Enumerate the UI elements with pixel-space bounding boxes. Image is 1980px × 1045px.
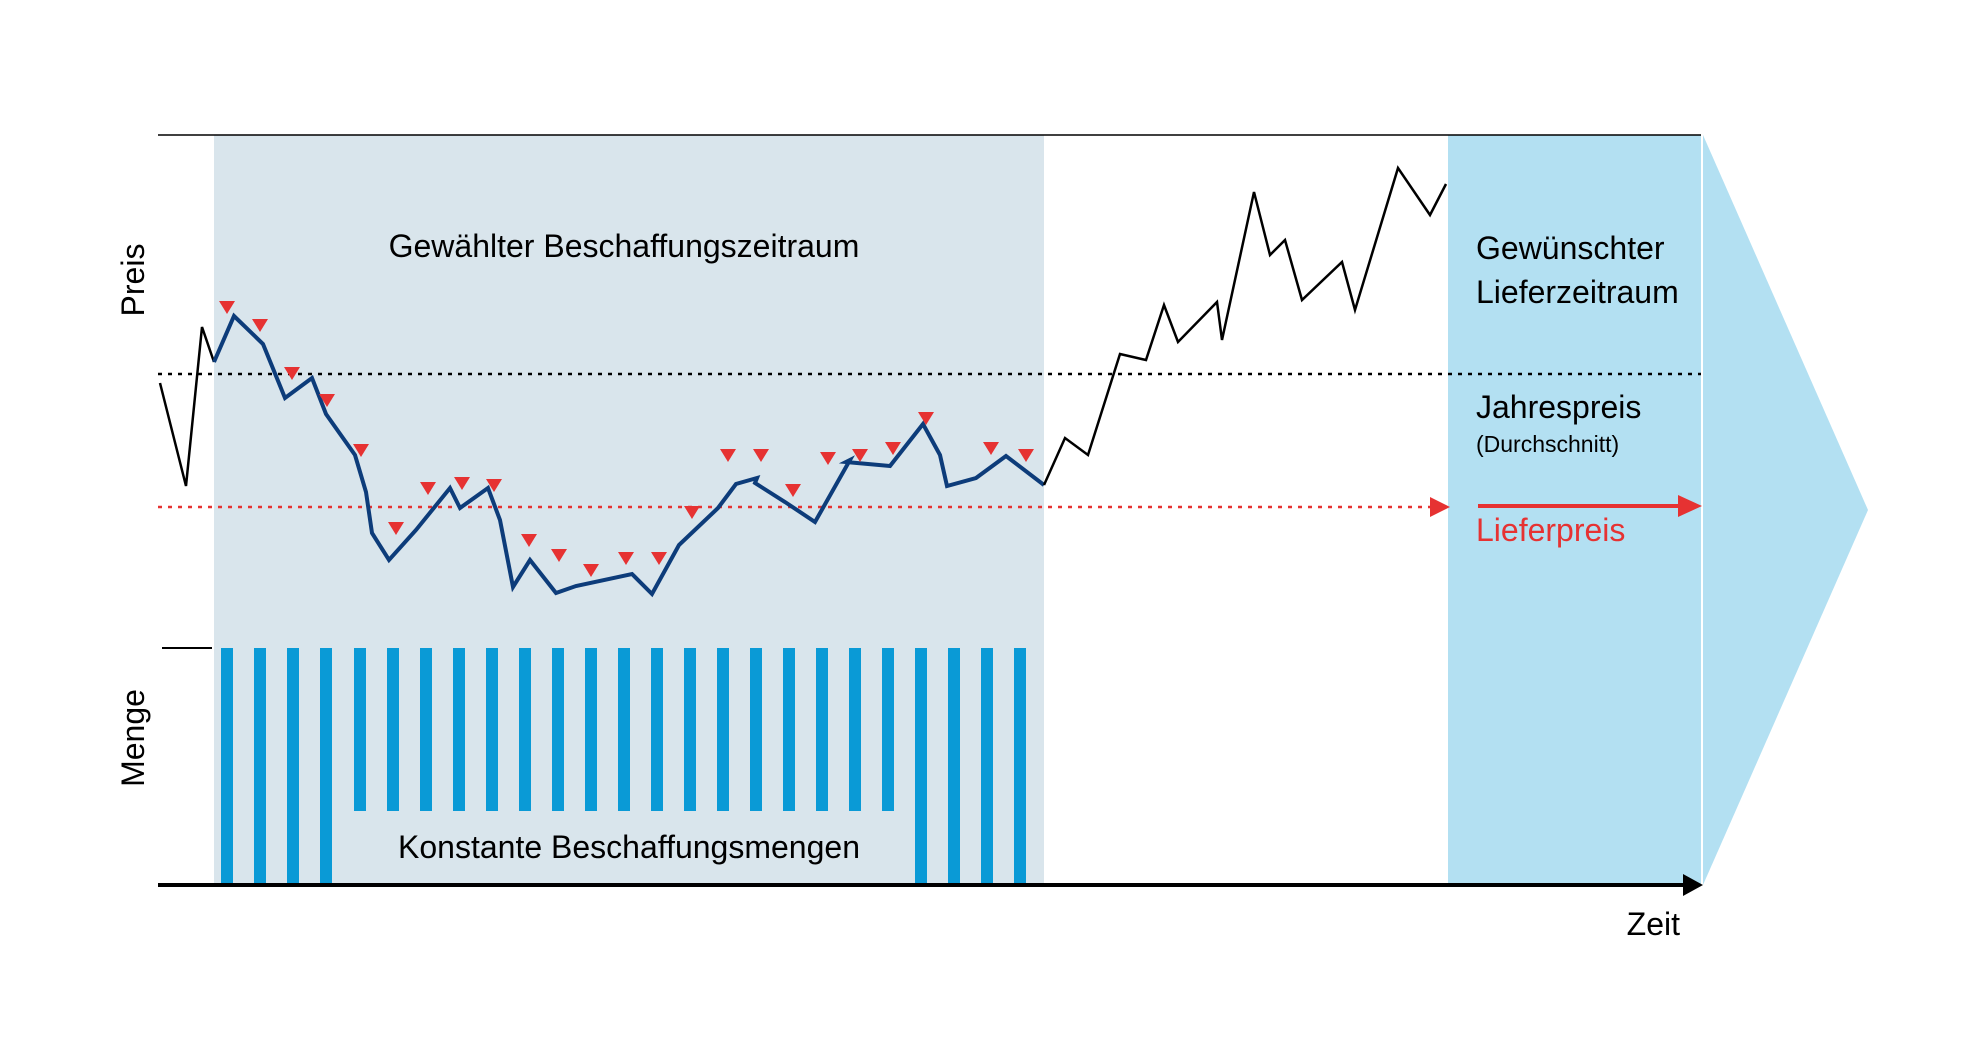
quantity-bar xyxy=(717,648,729,811)
quantity-bar xyxy=(816,648,828,811)
delivery-price-arrowhead-2 xyxy=(1678,495,1702,517)
quantity-bar xyxy=(354,648,366,811)
quantity-bar xyxy=(1014,648,1026,885)
delivery-period-label-line1: Gewünschter xyxy=(1476,230,1665,266)
delivery-period-arrow xyxy=(1703,135,1868,885)
buy-marker xyxy=(885,442,901,455)
buy-marker xyxy=(785,484,801,497)
quantity-bar xyxy=(585,648,597,811)
buy-marker xyxy=(521,534,537,547)
quantity-bar xyxy=(651,648,663,811)
x-axis-arrowhead xyxy=(1683,874,1703,896)
buy-marker xyxy=(252,319,268,332)
quantity-bar xyxy=(552,648,564,811)
buy-marker xyxy=(618,552,634,565)
quantity-bar xyxy=(948,648,960,885)
quantity-bar xyxy=(320,648,332,885)
buy-marker xyxy=(319,394,335,407)
quantity-bar xyxy=(618,648,630,811)
quantity-bar xyxy=(221,648,233,885)
buy-marker xyxy=(852,449,868,462)
quantity-bar xyxy=(420,648,432,811)
quantity-bar xyxy=(915,648,927,885)
quantity-bar xyxy=(287,648,299,885)
buy-markers xyxy=(219,301,1034,577)
delivery-price-arrowhead-1 xyxy=(1430,497,1450,517)
buy-marker xyxy=(1018,449,1034,462)
buy-marker xyxy=(583,564,599,577)
procurement-period-label: Gewählter Beschaffungszeitraum xyxy=(389,228,860,264)
buy-marker xyxy=(720,449,736,462)
buy-marker xyxy=(284,367,300,380)
quantity-bar xyxy=(684,648,696,811)
quantity-bar xyxy=(750,648,762,811)
quantity-bars xyxy=(221,648,1026,885)
x-axis-label: Zeit xyxy=(1627,906,1680,942)
price-line-procurement xyxy=(212,312,1046,598)
quantity-bar xyxy=(882,648,894,811)
quantity-bar xyxy=(519,648,531,811)
buy-marker xyxy=(420,482,436,495)
buy-marker xyxy=(486,479,502,492)
quantity-bar xyxy=(849,648,861,811)
constant-quantities-label: Konstante Beschaffungsmengen xyxy=(398,829,860,865)
buy-marker xyxy=(983,442,999,455)
buy-marker xyxy=(651,552,667,565)
price-line-post xyxy=(1042,165,1448,486)
quantity-bar xyxy=(254,648,266,885)
buy-marker xyxy=(551,549,567,562)
buy-marker xyxy=(820,452,836,465)
buy-marker xyxy=(388,522,404,535)
buy-marker xyxy=(753,449,769,462)
delivery-price-label: Lieferpreis xyxy=(1476,512,1625,548)
quantity-bar xyxy=(783,648,795,811)
quantity-bar xyxy=(453,648,465,811)
delivery-period-label-line2: Lieferzeitraum xyxy=(1476,274,1679,310)
annual-price-note: (Durchschnitt) xyxy=(1476,431,1619,457)
buy-marker xyxy=(454,477,470,490)
quantity-bar xyxy=(981,648,993,885)
price-line-pre xyxy=(158,326,216,487)
y-axis-label-price: Preis xyxy=(115,244,151,317)
quantity-bar xyxy=(387,648,399,811)
quantity-bar xyxy=(486,648,498,811)
buy-marker xyxy=(219,301,235,314)
y-axis-label-quantity: Menge xyxy=(115,689,151,787)
annual-price-label: Jahrespreis xyxy=(1476,389,1641,425)
buy-marker xyxy=(353,444,369,457)
buy-marker xyxy=(918,412,934,425)
buy-marker xyxy=(684,506,700,519)
delivery-period-region xyxy=(1448,135,1701,885)
